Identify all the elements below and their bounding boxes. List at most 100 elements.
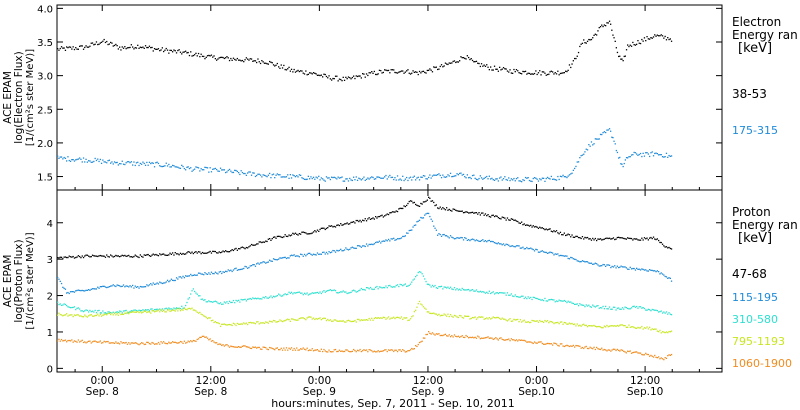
electron-data-point xyxy=(403,72,405,74)
proton-data-point xyxy=(216,322,218,324)
electron-data-point xyxy=(464,57,466,60)
proton-data-point xyxy=(639,352,642,354)
proton-y-tick-label: 3 xyxy=(47,255,53,266)
proton-data-point xyxy=(502,339,505,341)
proton-data-point xyxy=(163,309,165,311)
proton-data-point xyxy=(452,336,454,338)
electron-data-point xyxy=(356,75,359,78)
proton-data-point xyxy=(253,244,255,246)
proton-data-point xyxy=(545,300,547,302)
proton-data-point xyxy=(307,233,309,235)
electron-data-point xyxy=(337,80,339,82)
electron-data-point xyxy=(334,75,337,77)
proton-data-point xyxy=(248,246,250,248)
proton-data-point xyxy=(111,312,113,314)
electron-data-point xyxy=(120,49,122,51)
proton-data-point xyxy=(60,256,63,258)
proton-data-point xyxy=(568,345,571,348)
proton-data-point xyxy=(364,319,366,321)
proton-data-point xyxy=(416,345,418,348)
proton-data-point xyxy=(81,310,83,312)
proton-data-point xyxy=(623,237,625,240)
proton-data-point xyxy=(216,272,218,274)
proton-data-point xyxy=(629,266,631,268)
proton-data-point xyxy=(58,257,60,259)
proton-data-point xyxy=(247,267,249,269)
electron-data-point xyxy=(479,65,481,68)
proton-data-point xyxy=(561,343,563,345)
electron-data-point xyxy=(490,66,492,68)
proton-data-point xyxy=(608,264,611,266)
proton-data-point xyxy=(634,327,637,329)
proton-data-point xyxy=(152,253,154,255)
proton-data-point xyxy=(122,284,125,286)
legend-electron-38-53: 38-53 xyxy=(732,87,767,101)
proton-data-point xyxy=(558,299,560,301)
proton-data-point xyxy=(262,296,264,298)
proton-data-point xyxy=(641,307,643,309)
proton-data-point xyxy=(364,289,366,291)
proton-data-point xyxy=(204,336,206,338)
proton-data-point xyxy=(584,346,586,348)
electron-data-point xyxy=(64,49,67,51)
electron-data-point xyxy=(628,156,630,158)
electron-data-point xyxy=(486,175,488,178)
electron-data-point xyxy=(338,78,341,80)
electron-data-point xyxy=(373,70,375,73)
electron-data-point xyxy=(449,62,452,64)
proton-data-point xyxy=(650,310,652,312)
proton-data-point xyxy=(592,237,594,240)
proton-data-point xyxy=(465,315,467,317)
electron-data-point xyxy=(384,176,386,178)
proton-data-point xyxy=(201,314,204,316)
proton-data-point xyxy=(275,295,277,297)
electron-data-point xyxy=(328,177,330,179)
proton-data-point xyxy=(552,321,554,323)
proton-data-point xyxy=(598,265,600,267)
electron-data-point xyxy=(660,154,662,156)
proton-data-point xyxy=(325,290,328,292)
proton-data-point xyxy=(66,313,68,315)
proton-data-point xyxy=(437,207,439,209)
electron-data-point xyxy=(369,177,372,179)
proton-data-point xyxy=(347,249,350,251)
proton-data-point xyxy=(94,255,96,257)
proton-data-point xyxy=(360,319,362,321)
proton-data-point xyxy=(519,296,521,298)
electron-data-point xyxy=(196,55,198,57)
proton-data-point xyxy=(86,316,88,318)
electron-data-point xyxy=(406,70,408,72)
proton-data-point xyxy=(182,275,184,277)
proton-data-point xyxy=(373,288,375,290)
proton-data-point xyxy=(448,334,450,336)
electron-data-point xyxy=(559,72,562,75)
proton-data-point xyxy=(225,250,227,252)
proton-data-point xyxy=(347,292,350,294)
proton-data-point xyxy=(396,316,399,318)
proton-data-point xyxy=(134,311,136,313)
electron-data-point xyxy=(153,166,156,168)
electron-data-point xyxy=(429,68,431,70)
electron-data-point xyxy=(121,46,123,48)
proton-data-point xyxy=(389,212,391,214)
proton-data-point xyxy=(505,339,507,341)
electron-data-point xyxy=(541,177,543,179)
proton-data-point xyxy=(532,225,534,227)
proton-data-point xyxy=(634,269,637,271)
electron-data-point xyxy=(191,55,193,57)
proton-data-point xyxy=(482,316,484,318)
proton-data-point xyxy=(585,237,587,239)
electron-data-point xyxy=(216,168,218,171)
proton-data-point xyxy=(130,311,132,313)
electron-data-point xyxy=(621,163,623,165)
proton-data-point xyxy=(652,236,655,238)
proton-data-point xyxy=(314,253,316,256)
x-tick-label-date: Sep.10 xyxy=(518,386,555,398)
electron-data-point xyxy=(212,168,214,170)
proton-data-point xyxy=(565,255,567,257)
electron-data-point xyxy=(624,159,626,161)
proton-data-point xyxy=(619,350,621,352)
proton-data-point xyxy=(243,322,245,324)
proton-data-point xyxy=(579,261,581,263)
